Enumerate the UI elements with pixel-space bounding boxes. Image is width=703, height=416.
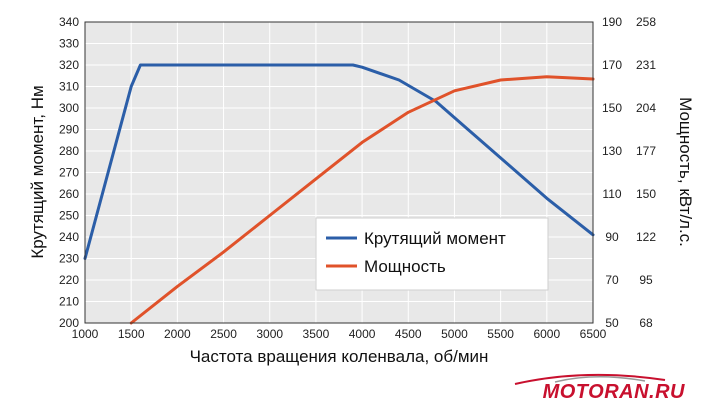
tick-labels: 1000 1500 2000 2500 3000 3500 4000 4500 5000 5500… — [59, 15, 656, 341]
y-left-tick-label: 200 — [59, 316, 79, 330]
y-left-tick-label: 240 — [59, 230, 79, 244]
y-left-tick-label: 230 — [59, 252, 79, 266]
legend: Крутящий момент Мощность — [315, 217, 549, 291]
y-right-kw-tick-label: 190 — [602, 15, 622, 29]
y-left-tick-label: 300 — [59, 101, 79, 115]
y-left-tick-label: 310 — [59, 80, 79, 94]
series-lines — [83, 63, 595, 325]
x-tick-label: 2000 — [164, 327, 191, 341]
y-right-kw-tick-label: 170 — [602, 58, 622, 72]
torque-series-line — [83, 63, 595, 260]
y-axis-left-title: Крутящий момент, Нм — [28, 85, 47, 258]
plot-border — [84, 21, 594, 324]
y-right-kw-tick-label: 90 — [605, 230, 619, 244]
legend-label-power: Мощность — [364, 257, 446, 276]
y-left-tick-label: 250 — [59, 209, 79, 223]
y-right-hp-tick-label: 150 — [636, 187, 656, 201]
y-axis-right-title: Мощность, кВт/л.с. — [676, 97, 695, 247]
y-right-hp-tick-label: 177 — [636, 144, 656, 158]
x-tick-label: 4500 — [395, 327, 422, 341]
x-tick-label: 6000 — [533, 327, 560, 341]
legend-label-torque: Крутящий момент — [364, 229, 506, 248]
y-left-tick-label: 220 — [59, 273, 79, 287]
y-right-kw-tick-label: 50 — [605, 316, 619, 330]
y-left-tick-label: 280 — [59, 144, 79, 158]
y-right-hp-tick-label: 68 — [639, 316, 653, 330]
y-left-tick-label: 320 — [59, 58, 79, 72]
y-right-hp-tick-label: 258 — [636, 15, 656, 29]
x-tick-label: 3000 — [256, 327, 283, 341]
x-tick-label: 2500 — [210, 327, 237, 341]
y-right-kw-tick-label: 150 — [602, 101, 622, 115]
x-tick-label: 3500 — [303, 327, 330, 341]
y-left-tick-label: 210 — [59, 295, 79, 309]
y-left-tick-label: 270 — [59, 166, 79, 180]
y-right-kw-tick-label: 70 — [605, 273, 619, 287]
x-tick-label: 6500 — [580, 327, 607, 341]
y-left-tick-label: 340 — [59, 15, 79, 29]
watermark-logo: MOTORAN.RU — [495, 370, 695, 410]
x-tick-label: 5500 — [487, 327, 514, 341]
y-right-hp-tick-label: 95 — [639, 273, 653, 287]
y-right-hp-tick-label: 204 — [636, 101, 656, 115]
y-left-tick-label: 290 — [59, 123, 79, 137]
y-left-tick-label: 330 — [59, 37, 79, 51]
power-series-line — [129, 75, 595, 325]
x-tick-label: 5000 — [441, 327, 468, 341]
y-right-hp-tick-label: 231 — [636, 58, 656, 72]
watermark-text: MOTORAN.RU — [542, 381, 685, 403]
x-tick-label: 1000 — [72, 327, 99, 341]
y-right-kw-tick-label: 130 — [602, 144, 622, 158]
car-swoosh-icon — [514, 373, 666, 385]
y-right-hp-tick-label: 122 — [636, 230, 656, 244]
y-right-kw-tick-label: 110 — [602, 187, 621, 201]
x-tick-label: 4000 — [349, 327, 376, 341]
y-left-tick-label: 260 — [59, 187, 79, 201]
legend-box — [315, 217, 549, 291]
x-axis-title: Частота вращения коленвала, об/мин — [190, 347, 489, 366]
x-tick-label: 1500 — [118, 327, 145, 341]
